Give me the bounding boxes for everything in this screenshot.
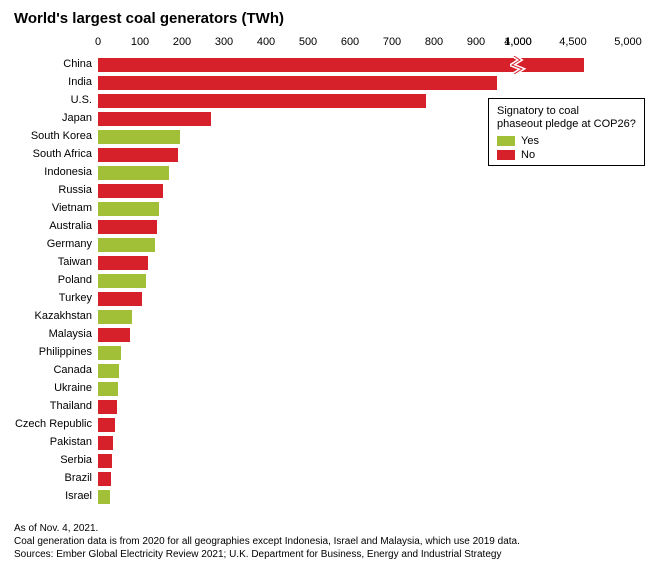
x-tick: 700 [383,36,401,48]
row-label: Australia [0,220,92,232]
row-label: China [0,58,92,70]
x-tick: 200 [173,36,191,48]
bar [98,472,111,486]
axis-break-icon [510,56,528,79]
bar [98,454,112,468]
bar [98,382,118,396]
bar [98,184,163,198]
bar [98,328,130,342]
legend-swatch [497,136,515,146]
row-label: Taiwan [0,256,92,268]
legend-swatch [497,150,515,160]
x-tick: 100 [131,36,149,48]
row-label: Pakistan [0,436,92,448]
footnotes: As of Nov. 4, 2021.Coal generation data … [14,522,520,561]
row-label: Japan [0,112,92,124]
row-label: Indonesia [0,166,92,178]
row-label: Kazakhstan [0,310,92,322]
coal-generators-chart: World's largest coal generators (TWh) 0 1… [0,0,660,576]
chart-title: World's largest coal generators (TWh) [14,10,284,27]
row-label: Turkey [0,292,92,304]
bar [98,256,148,270]
row-label: Czech Republic [0,418,92,430]
bar [98,274,146,288]
bar [98,148,178,162]
row-label: Canada [0,364,92,376]
bar [98,94,426,108]
bar [98,166,169,180]
row-label: Philippines [0,346,92,358]
x-tick: 500 [299,36,317,48]
bar [98,202,159,216]
row-label: South Korea [0,130,92,142]
row-label: Russia [0,184,92,196]
bar [98,418,115,432]
row-label: Serbia [0,454,92,466]
bar [98,76,497,90]
bar [98,490,110,504]
row-label: Brazil [0,472,92,484]
row-label: Germany [0,238,92,250]
bar [98,130,180,144]
footnote-line: As of Nov. 4, 2021. [14,522,520,535]
legend-item: No [497,149,636,161]
footnote-line: Sources: Ember Global Electricity Review… [14,548,520,561]
x-tick: 600 [341,36,359,48]
legend-title: Signatory to coalphaseout pledge at COP2… [497,105,636,131]
x-tick: 300 [215,36,233,48]
row-label: Malaysia [0,328,92,340]
x-tick: 4,000 [504,36,532,48]
bar [98,112,211,126]
x-tick: 800 [425,36,443,48]
x-tick: 400 [257,36,275,48]
bar [98,292,142,306]
bar [98,238,155,252]
legend-label: No [521,149,535,161]
footnote-line: Coal generation data is from 2020 for al… [14,535,520,548]
row-label: Thailand [0,400,92,412]
row-label: Israel [0,490,92,502]
bar [98,364,119,378]
row-label: Vietnam [0,202,92,214]
row-label: India [0,76,92,88]
legend-label: Yes [521,135,539,147]
row-label: South Africa [0,148,92,160]
row-label: Poland [0,274,92,286]
x-tick: 5,000 [614,36,642,48]
bar [98,400,117,414]
bar [98,310,132,324]
x-tick: 4,500 [559,36,587,48]
bar [98,436,113,450]
bar [98,220,157,234]
row-label: Ukraine [0,382,92,394]
row-label: U.S. [0,94,92,106]
legend: Signatory to coalphaseout pledge at COP2… [488,98,645,166]
x-tick: 0 [95,36,101,48]
legend-item: Yes [497,135,636,147]
bar [98,346,121,360]
x-tick: 900 [467,36,485,48]
